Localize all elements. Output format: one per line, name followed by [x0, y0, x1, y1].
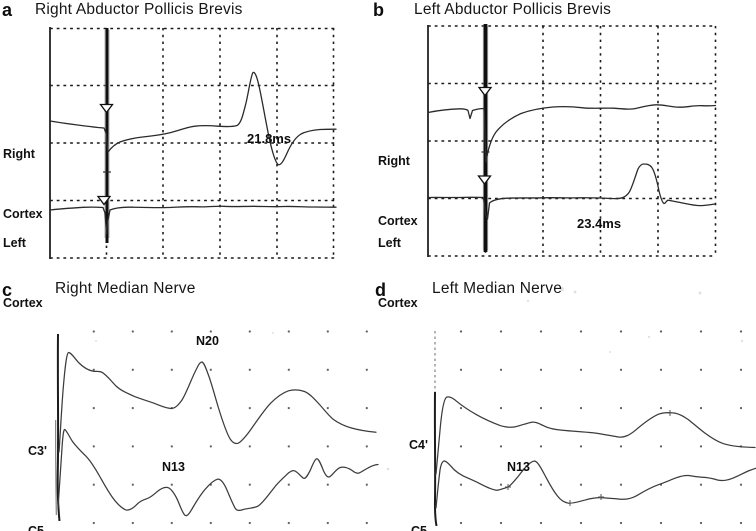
latency-annotation-a: 21.8ms: [247, 131, 292, 146]
panel-a-plot: [49, 27, 337, 259]
panel-c-plot: [55, 327, 380, 527]
panel-b-grid: [427, 25, 717, 257]
stimulus-artifact-echo: [55, 419, 57, 516]
trace-b-right-cortex: [427, 104, 717, 163]
channel-label-d-c5: C5: [411, 481, 427, 531]
cursor-marks: [505, 410, 673, 506]
panel-title-d: Left Median Nerve: [432, 280, 563, 297]
stimulus-marker-icon: [99, 103, 114, 114]
panel-b-plot: [427, 24, 717, 257]
channel-label-line: C5: [411, 524, 427, 531]
channel-label-d-c4prime: C4': [409, 395, 428, 495]
channel-label-line: Left: [378, 236, 401, 250]
channel-label-line: Right: [3, 147, 35, 161]
panel-d-plot: [433, 327, 756, 527]
channel-label-line: C5: [28, 524, 44, 531]
panel-title-b: Left Abductor Pollicis Brevis: [414, 1, 612, 18]
channel-label-line: Cortex: [378, 214, 418, 228]
panel-letter-c: c: [2, 280, 13, 300]
scan-noise: [95, 287, 744, 471]
panel-a-grid: [49, 27, 336, 259]
trace-c-c5: [57, 428, 379, 517]
panel-letter-d: d: [375, 280, 386, 300]
channel-label-b-left-cortex: Left Cortex: [378, 193, 418, 353]
channel-label-line: Cortex: [378, 296, 418, 310]
dot-grid-c: [90, 327, 380, 527]
channel-label-c-c3prime: C3': [28, 401, 47, 501]
channel-label-c-c5: C5: [28, 481, 44, 531]
dot-grid-d: [458, 327, 752, 527]
trace-c-c3prime: [58, 351, 377, 453]
stimulus-marker-icon: [96, 195, 112, 206]
panel-letter-b: b: [373, 0, 384, 20]
peak-annotation-n13-c: N13: [162, 460, 185, 474]
trace-d-c4prime: [435, 396, 756, 475]
panel-title-c: Right Median Nerve: [55, 280, 196, 297]
channel-label-line: Cortex: [3, 207, 43, 221]
channel-label-line: Left: [3, 236, 26, 250]
peak-annotation-n20-c: N20: [196, 334, 219, 348]
channel-label-a-left-cortex: Left Cortex: [3, 193, 43, 353]
stimulus-marker-icon: [477, 175, 492, 186]
channel-label-b-right-cortex: Right Cortex: [378, 111, 418, 271]
panel-letter-a: a: [2, 0, 13, 20]
trace-a-left-cortex: [49, 205, 337, 235]
stimulus-marker-icon: [477, 86, 493, 97]
stimulus-artifact-d: [433, 391, 438, 527]
channel-label-a-right-cortex: Right Cortex: [3, 104, 43, 264]
channel-label-line: Cortex: [3, 296, 43, 310]
channel-label-line: C3': [28, 444, 47, 458]
panel-title-a: Right Abductor Pollicis Brevis: [35, 1, 243, 18]
latency-annotation-b: 23.4ms: [577, 216, 622, 231]
trace-a-right-cortex: [49, 71, 337, 166]
channel-label-line: C4': [409, 438, 428, 452]
peak-annotation-n13-d: N13: [507, 460, 530, 474]
trace-b-left-cortex: [427, 163, 717, 220]
channel-label-line: Right: [378, 154, 410, 168]
